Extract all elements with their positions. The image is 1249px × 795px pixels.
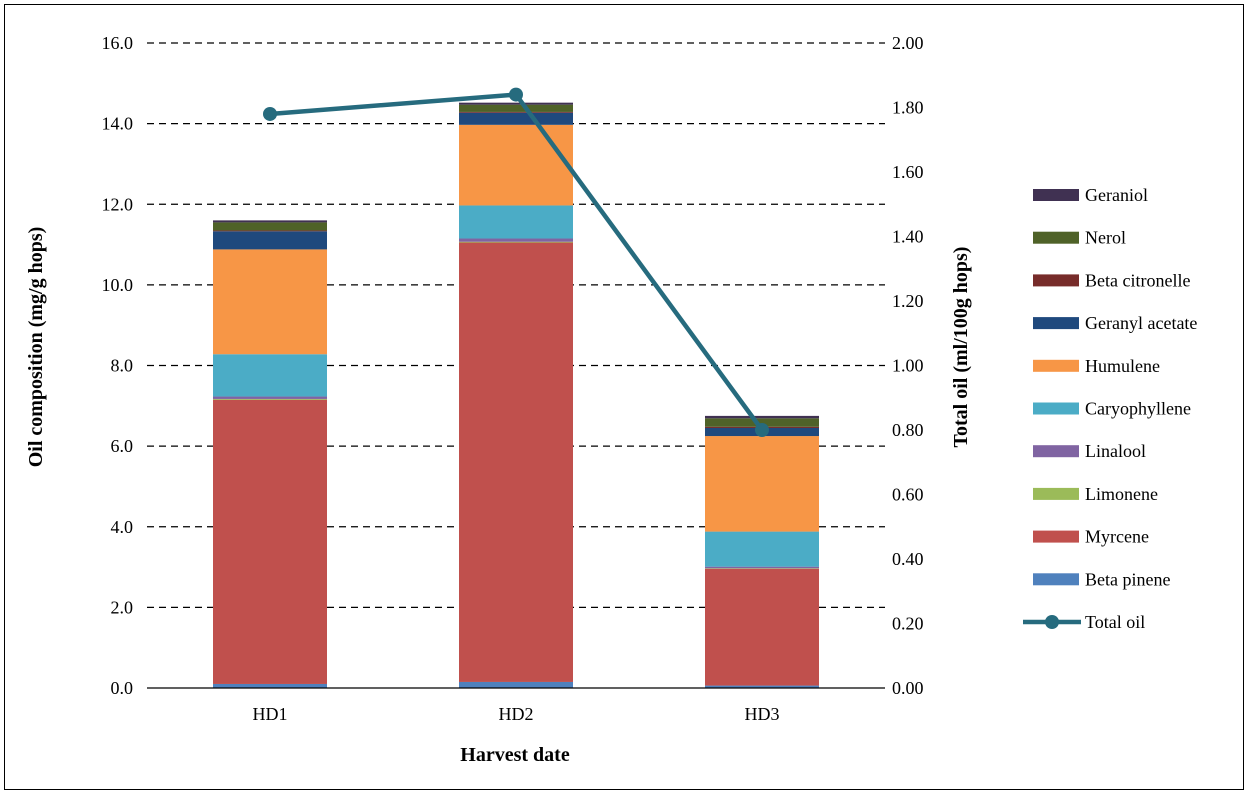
y-tick-label: 0.0 <box>111 678 134 698</box>
y2-tick-label: 0.80 <box>892 420 924 440</box>
bar-segment <box>705 415 819 419</box>
y2-tick-label: 0.20 <box>892 614 924 634</box>
y-axis-title: Oil composition (mg/g hops) <box>25 227 47 468</box>
bar-segment <box>213 398 327 400</box>
legend-label: Beta citronelle <box>1085 270 1190 290</box>
bar-segment <box>459 241 573 243</box>
legend-swatch <box>1033 445 1079 458</box>
total-oil-point <box>755 423 769 437</box>
legend-label: Nerol <box>1085 228 1126 248</box>
total-oil-point <box>263 106 277 121</box>
bar-segment <box>459 104 573 112</box>
y-tick-label: 4.0 <box>111 517 134 537</box>
y2-tick-label: 1.80 <box>892 98 924 118</box>
y-tick-label: 6.0 <box>111 436 134 456</box>
bar-segment <box>213 231 327 250</box>
legend-swatch <box>1033 359 1079 372</box>
y-tick-label: 12.0 <box>102 194 134 214</box>
legend-label: Humulene <box>1085 356 1160 376</box>
bar-segment <box>213 399 327 684</box>
legend-label: Total oil <box>1085 612 1145 632</box>
legend-swatch <box>1033 317 1079 330</box>
bar-segment <box>705 418 819 427</box>
legend-swatch <box>1033 274 1079 287</box>
y2-tick-label: 0.40 <box>892 549 924 569</box>
chart-frame: 0.0 2.0 4.0 6.0 8.0 10.0 12.0 14.0 16.0 0.00 0.20 0… <box>4 4 1244 790</box>
y2-tick-label: 0.00 <box>892 678 924 698</box>
legend-label: Limonene <box>1085 484 1158 504</box>
legend-swatch <box>1033 530 1079 543</box>
bar-segment <box>213 230 327 232</box>
x-tick-label: HD1 <box>253 704 288 724</box>
bar-segment <box>459 111 573 113</box>
bar-segment <box>459 242 573 682</box>
legend: Geraniol Nerol Beta citronelle Geranyl acet… <box>1023 185 1197 632</box>
total-oil-point <box>509 87 523 102</box>
y2-tick-label: 1.60 <box>892 162 924 182</box>
legend-swatch <box>1033 189 1079 201</box>
legend-swatch <box>1033 487 1079 500</box>
bar-segment <box>705 531 819 567</box>
stacked-bars <box>213 102 819 688</box>
bar-segment <box>213 222 327 231</box>
y2-tick-label: 1.20 <box>892 291 924 311</box>
y2-tick-label: 2.00 <box>892 33 924 53</box>
bar-segment <box>459 124 573 206</box>
bar-segment <box>459 205 573 239</box>
bar-segment <box>705 436 819 532</box>
legend-swatch <box>1033 402 1079 415</box>
y-tick-label: 8.0 <box>111 356 134 376</box>
x-tick-label: HD2 <box>499 704 534 724</box>
bar-segment <box>705 685 819 688</box>
bar-segment <box>459 112 573 125</box>
bar-segment <box>705 568 819 569</box>
bar-segment <box>459 102 573 105</box>
y2-tick-label: 1.00 <box>892 356 924 376</box>
bar-segment <box>213 249 327 355</box>
bar-segment <box>213 220 327 223</box>
bar-segment <box>705 566 819 569</box>
y-tick-label: 2.0 <box>111 597 134 617</box>
bar-segment <box>459 681 573 688</box>
y-tick-label: 14.0 <box>102 114 134 134</box>
legend-swatch <box>1033 573 1079 586</box>
x-tick-label: HD3 <box>745 704 780 724</box>
legend-label: Geranyl acetate <box>1085 313 1197 333</box>
legend-label: Beta pinene <box>1085 569 1170 589</box>
legend-label: Linalool <box>1085 441 1146 461</box>
oil-composition-chart: 0.0 2.0 4.0 6.0 8.0 10.0 12.0 14.0 16.0 0.00 0.20 0… <box>25 33 1197 766</box>
bar-segment <box>213 396 327 399</box>
y2-tick-label: 1.40 <box>892 227 924 247</box>
legend-line-marker <box>1045 615 1059 629</box>
y-tick-label: 10.0 <box>102 275 134 295</box>
bar-segment <box>459 238 573 242</box>
bar-segment <box>705 568 819 686</box>
bar-segment <box>213 683 327 688</box>
legend-label: Geraniol <box>1085 185 1148 205</box>
bar-segment <box>213 354 327 397</box>
y2-axis-title: Total oil (ml/100g hops) <box>950 247 972 448</box>
legend-label: Caryophyllene <box>1085 399 1191 419</box>
legend-label: Myrcene <box>1085 527 1149 547</box>
y2-tick-label: 0.60 <box>892 485 924 505</box>
x-axis-title: Harvest date <box>460 744 570 766</box>
axes: 0.0 2.0 4.0 6.0 8.0 10.0 12.0 14.0 16.0 0.00 0.20 0… <box>102 33 924 724</box>
y-tick-label: 16.0 <box>102 33 134 53</box>
legend-swatch <box>1033 231 1079 244</box>
total-oil-line <box>263 87 769 437</box>
